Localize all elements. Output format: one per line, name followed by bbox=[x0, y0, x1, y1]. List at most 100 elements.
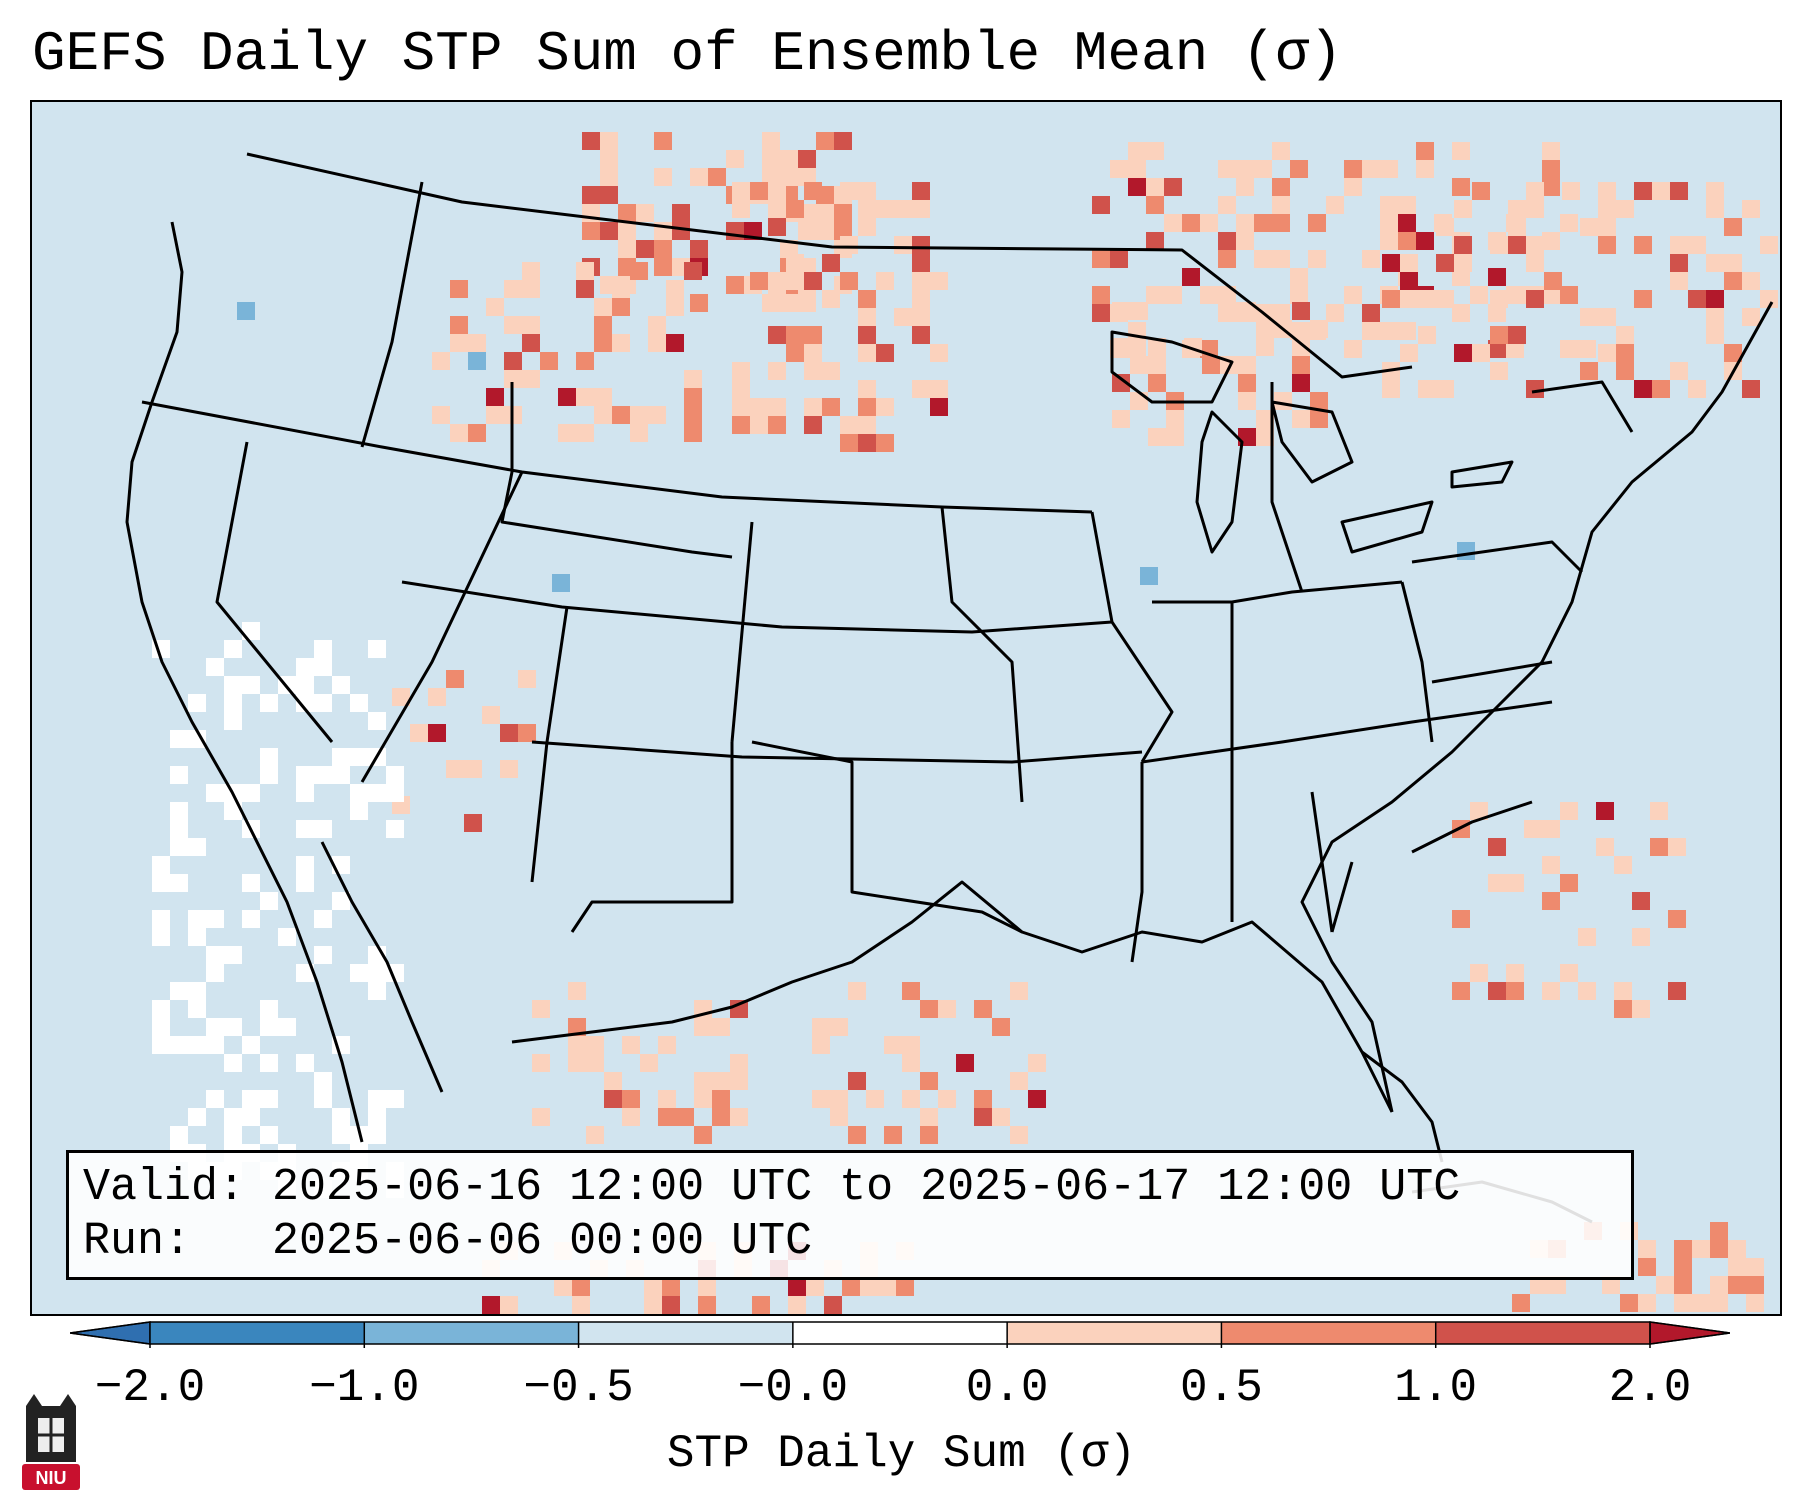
stp-grid-cell bbox=[912, 236, 930, 254]
stp-grid-cell bbox=[876, 344, 894, 362]
stp-grid-cell bbox=[1742, 308, 1760, 326]
stp-grid-cell bbox=[1400, 290, 1418, 308]
stp-grid-cell bbox=[1526, 254, 1544, 272]
stp-grid-cell bbox=[1506, 982, 1524, 1000]
stp-grid-cell bbox=[1200, 214, 1218, 232]
stp-grid-cell bbox=[860, 1278, 878, 1296]
stp-grid-cell bbox=[604, 1090, 622, 1108]
stp-grid-cell bbox=[206, 1036, 224, 1054]
stp-grid-cell bbox=[698, 1296, 716, 1314]
stp-grid-cell bbox=[314, 1072, 332, 1090]
stp-grid-cell bbox=[1668, 910, 1686, 928]
stp-grid-cell bbox=[1746, 1258, 1764, 1276]
stp-grid-cell bbox=[658, 1090, 676, 1108]
stp-grid-cell bbox=[1182, 268, 1200, 286]
stp-grid-cell bbox=[1710, 1222, 1728, 1240]
stp-grid-cell bbox=[188, 1108, 206, 1126]
stp-grid-cell bbox=[518, 670, 536, 688]
stp-grid-cell bbox=[1272, 178, 1290, 196]
stp-grid-cell bbox=[858, 380, 876, 398]
stp-grid-cell bbox=[504, 352, 522, 370]
run-time-text: 2025-06-06 00:00 UTC bbox=[272, 1216, 813, 1267]
stp-grid-cell bbox=[768, 326, 786, 344]
stp-grid-cell bbox=[1362, 160, 1380, 178]
stp-grid-cell bbox=[1092, 250, 1110, 268]
stp-grid-cell bbox=[1512, 1294, 1530, 1312]
stp-grid-cell bbox=[296, 694, 314, 712]
stp-grid-cell bbox=[1362, 322, 1380, 340]
stp-grid-cell bbox=[1310, 392, 1328, 410]
stp-grid-cell bbox=[780, 240, 798, 258]
stp-grid-cell bbox=[684, 388, 702, 406]
stp-grid-cell bbox=[930, 380, 948, 398]
stp-grid-cell bbox=[260, 1090, 278, 1108]
stp-grid-cell bbox=[242, 622, 260, 640]
stp-grid-cell bbox=[1560, 214, 1578, 232]
stp-grid-cell bbox=[768, 398, 786, 416]
stp-grid-cell bbox=[1598, 344, 1616, 362]
stp-grid-cell bbox=[332, 1126, 350, 1144]
stp-grid-cell bbox=[822, 362, 840, 380]
stp-grid-cell bbox=[446, 670, 464, 688]
stp-grid-cell bbox=[1128, 178, 1146, 196]
run-label: Run: bbox=[83, 1216, 192, 1267]
stp-grid-cell bbox=[1542, 178, 1560, 196]
stp-grid-cell bbox=[428, 688, 446, 706]
lake-ontario bbox=[1450, 460, 1514, 489]
stp-grid-cell bbox=[1092, 196, 1110, 214]
stp-grid-cell bbox=[188, 838, 206, 856]
colorbar-tick-label: 0.5 bbox=[1180, 1362, 1263, 1414]
stp-grid-cell bbox=[206, 784, 224, 802]
stp-grid-cell bbox=[600, 186, 618, 204]
stp-grid-cell bbox=[314, 910, 332, 928]
map-panel[interactable] bbox=[30, 100, 1782, 1316]
political-boundaries bbox=[125, 152, 1774, 1224]
stp-grid-cell bbox=[1164, 214, 1182, 232]
stp-grid-cell bbox=[1292, 374, 1310, 392]
stp-grid-cell bbox=[224, 946, 242, 964]
stp-grid-cell bbox=[386, 766, 404, 784]
stp-grid-cell bbox=[1488, 340, 1506, 358]
stp-grid-cell bbox=[768, 200, 786, 218]
stp-grid-cell bbox=[732, 398, 750, 416]
stp-grid-cell bbox=[332, 676, 350, 694]
stp-grid-cell bbox=[1380, 322, 1398, 340]
stp-grid-cell bbox=[152, 856, 170, 874]
stp-grid-cell bbox=[894, 236, 912, 254]
stp-grid-cell bbox=[1398, 196, 1416, 214]
stp-grid-cell bbox=[876, 398, 894, 416]
stp-grid-cell bbox=[1236, 178, 1254, 196]
stp-grid-cell bbox=[1272, 214, 1290, 232]
stp-map bbox=[125, 132, 1778, 1314]
stp-grid-cell bbox=[666, 280, 684, 298]
stp-grid-cell bbox=[798, 222, 816, 240]
stp-grid-cell bbox=[1292, 302, 1310, 320]
stp-grid-cell bbox=[1526, 290, 1544, 308]
stp-grid-cell bbox=[260, 1000, 278, 1018]
stp-grid-cell bbox=[1742, 380, 1760, 398]
stp-grid-cell bbox=[296, 676, 314, 694]
stp-grid-cell bbox=[1140, 567, 1158, 585]
stp-grid-cell bbox=[410, 724, 428, 742]
stp-grid-cell bbox=[450, 280, 468, 298]
stp-grid-cell bbox=[1706, 182, 1724, 200]
stp-grid-cell bbox=[1398, 232, 1416, 250]
stp-grid-cell bbox=[762, 168, 780, 186]
stp-grid-cell bbox=[1092, 286, 1110, 304]
stp-grid-cell bbox=[1488, 268, 1506, 286]
stp-grid-cell bbox=[858, 326, 876, 344]
stp-grid-cell bbox=[1418, 380, 1436, 398]
stp-grid-cell bbox=[468, 352, 486, 370]
colorbar-tick-label: −2.0 bbox=[94, 1362, 206, 1414]
stp-grid-cell bbox=[1634, 182, 1652, 200]
colorbar-bin bbox=[1007, 1322, 1222, 1344]
stp-grid-cell bbox=[1488, 982, 1506, 1000]
stp-grid-cell bbox=[1130, 356, 1148, 374]
stp-grid-cell bbox=[1674, 1276, 1692, 1294]
colorbar-bin bbox=[792, 1322, 1008, 1344]
stp-grid-cell bbox=[896, 1278, 914, 1296]
stp-grid-cell bbox=[1238, 302, 1256, 320]
stp-grid-cell bbox=[812, 1036, 830, 1054]
stp-grid-cell bbox=[1488, 838, 1506, 856]
stp-grid-cell bbox=[242, 910, 260, 928]
